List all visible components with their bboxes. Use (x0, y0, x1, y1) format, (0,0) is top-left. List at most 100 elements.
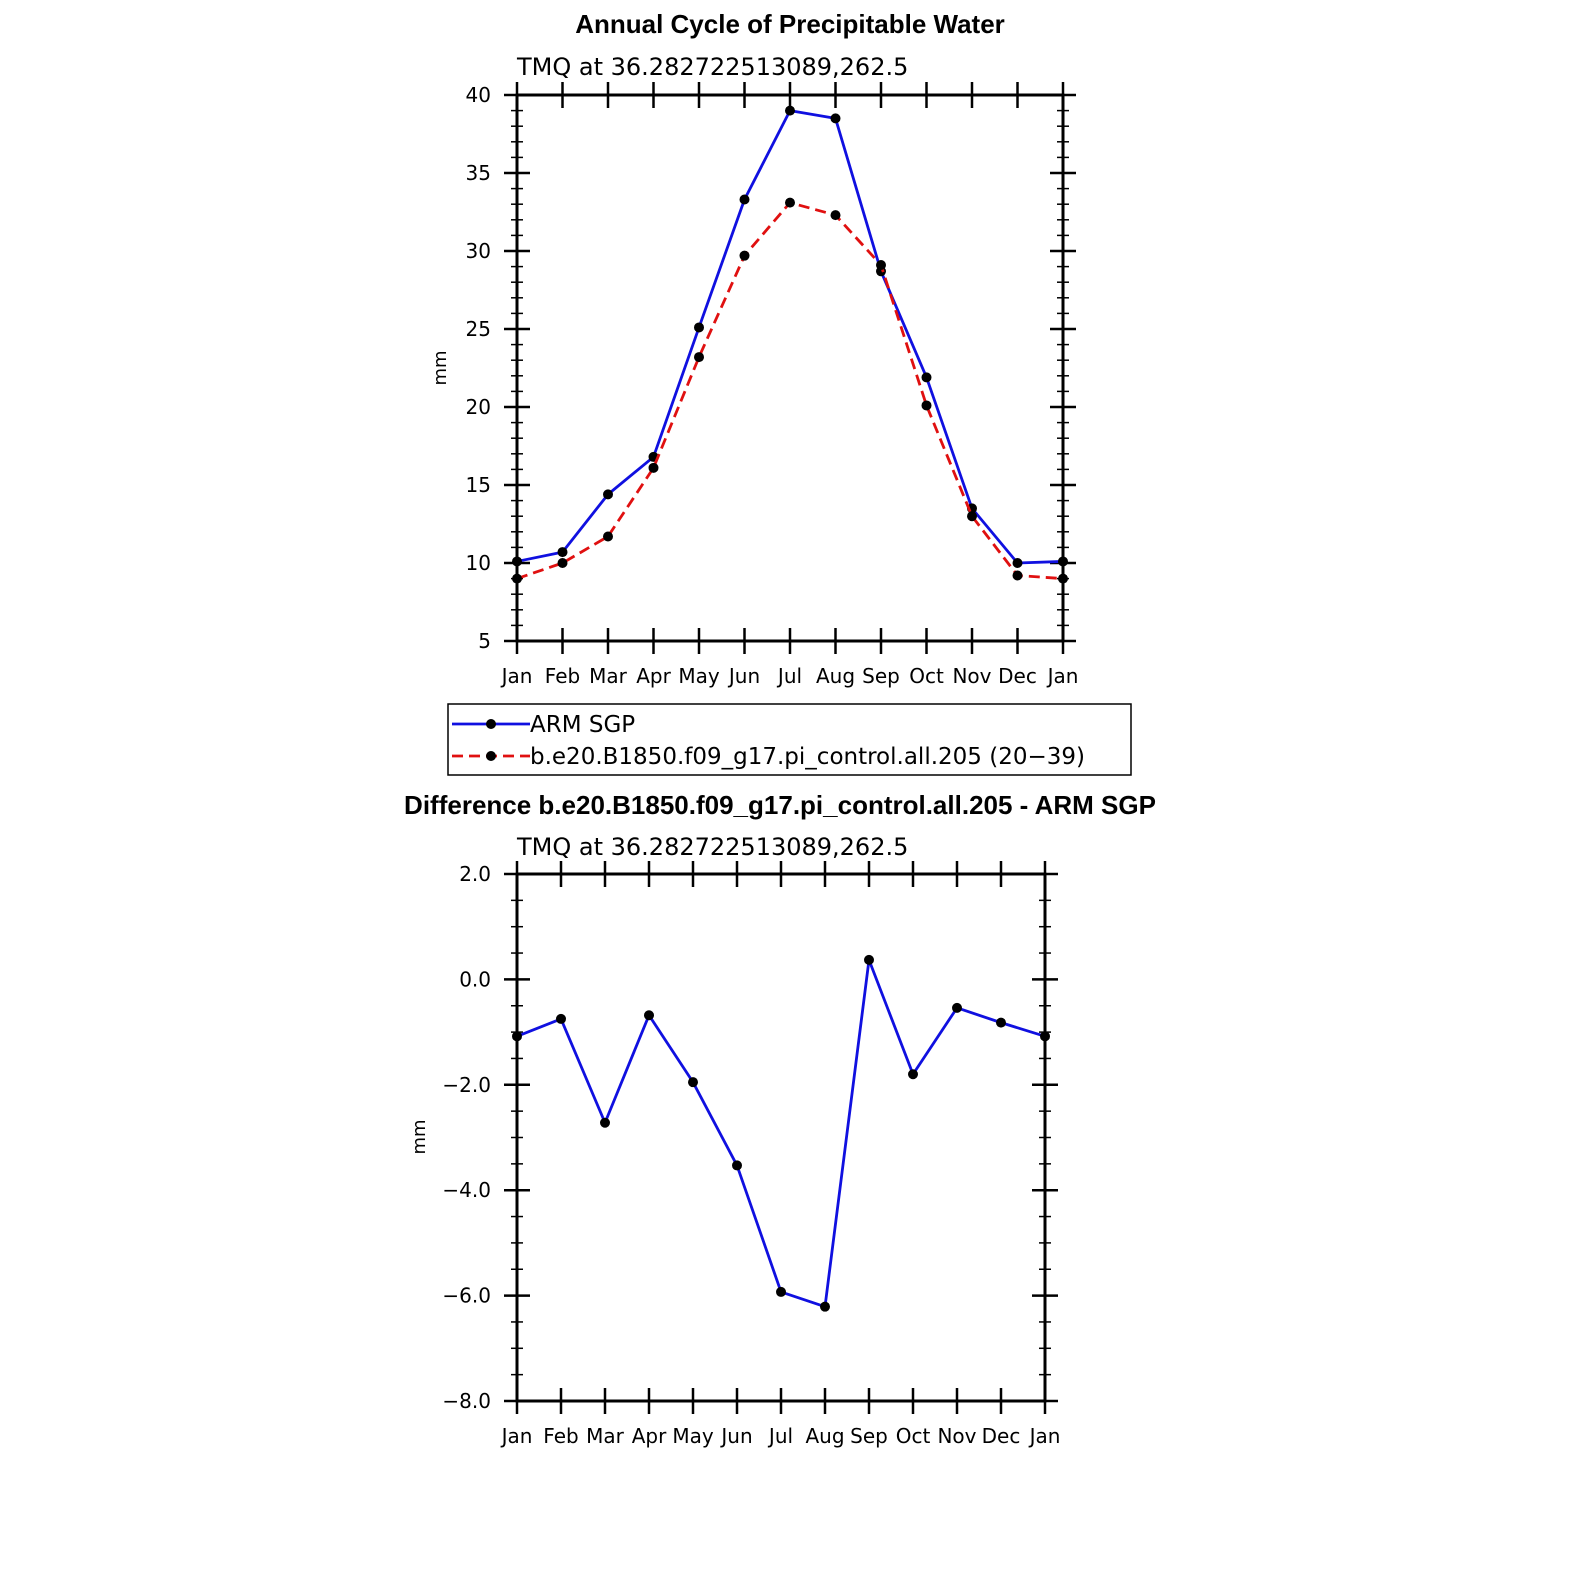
x-tick-label: Jun (719, 1424, 752, 1448)
tick-marks (504, 82, 1076, 654)
data-point (876, 260, 886, 271)
legend-items: ARM SGP b.e20.B1850.f09_g17.pi_control.al… (452, 712, 1085, 770)
data-point (1058, 556, 1068, 567)
data-point (830, 210, 841, 221)
data-point (830, 113, 841, 124)
x-tick-label: Jun (727, 664, 760, 688)
chart-difference: Difference b.e20.B1850.f09_g17.pi_contro… (404, 790, 1156, 1448)
data-point (785, 197, 795, 208)
legend: ARM SGP b.e20.B1850.f09_g17.pi_control.al… (447, 703, 1132, 776)
data-point (864, 954, 874, 965)
y-tick-label: 2.0 (459, 862, 491, 886)
x-tick-label: Oct (909, 664, 944, 688)
x-tick-label: Aug (805, 1424, 844, 1448)
series-group (512, 954, 1050, 1312)
x-tick-label: Jan (500, 664, 533, 688)
chart-subtitle: TMQ at 36.282722513089,262.5 (516, 53, 908, 81)
y-tick-label: −6.0 (442, 1284, 491, 1308)
data-point (557, 558, 568, 568)
legend-entry: ARM SGP (530, 712, 635, 738)
x-tick-label: Jan (1046, 664, 1079, 688)
x-tick-label: Jul (776, 664, 802, 688)
series-group (512, 105, 1068, 584)
data-point (785, 105, 795, 116)
y-tick-labels: 40 35 30 25 20 15 10 5 (466, 83, 491, 653)
x-tick-label: Jul (767, 1424, 793, 1448)
data-point (921, 400, 932, 411)
x-tick-label: Aug (816, 664, 855, 688)
y-tick-label: 30 (466, 239, 491, 263)
data-point (996, 1017, 1006, 1028)
data-point (694, 322, 704, 333)
data-point (908, 1069, 918, 1080)
data-point (603, 489, 613, 500)
x-tick-label: Sep (862, 664, 900, 688)
data-point (600, 1117, 610, 1128)
data-point (1012, 558, 1023, 568)
y-tick-label: 40 (466, 83, 491, 107)
chart-title: Annual Cycle of Precipitable Water (575, 9, 1005, 39)
x-tick-label: Mar (586, 1424, 625, 1448)
y-tick-label: 10 (466, 551, 491, 575)
data-point (739, 250, 750, 261)
chart-title: Difference b.e20.B1850.f09_g17.pi_contro… (404, 790, 1156, 820)
x-tick-label: Dec (998, 664, 1037, 688)
y-tick-label: −4.0 (442, 1178, 491, 1202)
tick-marks (504, 861, 1058, 1414)
data-point (688, 1077, 698, 1088)
data-point (512, 556, 522, 567)
x-tick-label: Sep (850, 1424, 888, 1448)
data-point (1040, 1031, 1050, 1042)
data-point (512, 573, 522, 584)
x-tick-labels: Jan Feb Mar Apr May Jun Jul Aug Sep Oct Nov Dec Jan (500, 1424, 1061, 1448)
data-point (1012, 570, 1023, 581)
data-point (648, 462, 659, 473)
y-tick-label: 0.0 (459, 967, 491, 991)
series-line (516, 201, 1064, 580)
y-tick-label: 20 (466, 395, 491, 419)
x-tick-label: May (678, 664, 720, 688)
x-tick-labels: Jan Feb Mar Apr May Jun Jul Aug Sep Oct Nov Dec Jan (500, 664, 1079, 688)
x-tick-label: Feb (545, 664, 580, 688)
data-point (776, 1286, 786, 1297)
data-point (921, 372, 932, 383)
x-tick-label: Nov (952, 664, 991, 688)
y-tick-label: 25 (466, 317, 491, 341)
legend-marker (486, 719, 496, 729)
x-tick-label: Oct (896, 1424, 931, 1448)
y-tick-label: −8.0 (442, 1389, 491, 1413)
x-tick-label: Apr (636, 664, 671, 688)
chart-subtitle: TMQ at 36.282722513089,262.5 (516, 833, 908, 861)
plot-frame (515, 872, 1047, 1403)
data-point (694, 352, 704, 363)
data-point (557, 547, 568, 558)
data-point (556, 1013, 566, 1024)
x-tick-label: Feb (543, 1424, 578, 1448)
data-point (952, 1002, 962, 1013)
legend-marker (486, 751, 496, 761)
y-tick-label: −2.0 (442, 1073, 491, 1097)
y-tick-labels: 2.0 0.0 −2.0 −4.0 −6.0 −8.0 (442, 862, 491, 1413)
legend-box (447, 703, 1132, 776)
data-point (1058, 573, 1068, 584)
x-tick-label: May (672, 1424, 714, 1448)
data-point (732, 1160, 742, 1171)
x-tick-label: Dec (982, 1424, 1021, 1448)
data-point (739, 194, 750, 205)
y-axis-label: mm (409, 1119, 430, 1154)
x-tick-label: Nov (937, 1424, 976, 1448)
chart-annual-cycle: Annual Cycle of Precipitable Water TMQ a… (430, 9, 1132, 776)
y-tick-label: 5 (478, 629, 491, 653)
x-tick-label: Mar (589, 664, 628, 688)
y-axis-label: mm (430, 350, 451, 385)
x-tick-label: Jan (1028, 1424, 1061, 1448)
series-line (516, 958, 1046, 1309)
y-tick-label: 35 (466, 161, 491, 185)
data-point (512, 1031, 522, 1042)
y-tick-label: 15 (466, 473, 491, 497)
legend-entry: b.e20.B1850.f09_g17.pi_control.all.205 (… (530, 744, 1085, 770)
x-tick-label: Jan (500, 1424, 533, 1448)
data-point (820, 1301, 830, 1312)
data-point (967, 511, 977, 522)
